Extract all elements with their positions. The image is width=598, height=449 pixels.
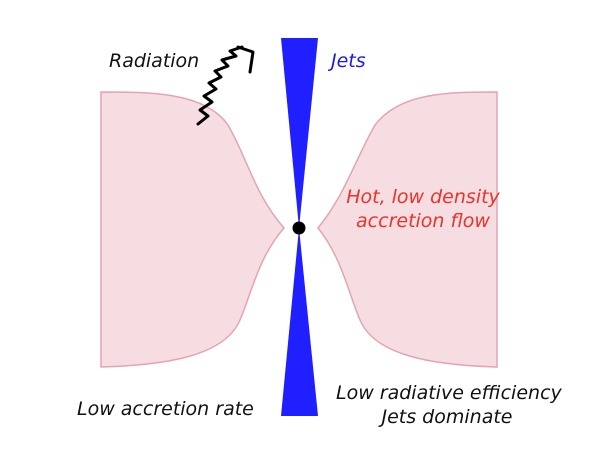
black-hole — [292, 221, 306, 235]
wavy-arrow-icon — [196, 45, 255, 126]
accretion-flow-label: Hot, low density accretion flow — [338, 185, 508, 233]
low-accretion-rate-label: Low accretion rate — [77, 398, 254, 420]
radiation-label: Radiation — [109, 50, 200, 72]
accretion-flow-label-line1: Hot, low density — [346, 186, 500, 208]
efficiency-label-line2: Jets dominate — [381, 406, 513, 428]
lower-jet — [281, 228, 318, 416]
left-accretion-flow — [100, 91, 285, 368]
upper-jet — [281, 38, 318, 228]
right-accretion-flow — [317, 91, 498, 368]
accretion-flow-label-line2: accretion flow — [356, 210, 490, 232]
efficiency-label: Low radiative efficiency Jets dominate — [336, 381, 562, 429]
efficiency-label-line1: Low radiative efficiency — [336, 382, 562, 404]
jets-label: Jets — [331, 50, 366, 72]
